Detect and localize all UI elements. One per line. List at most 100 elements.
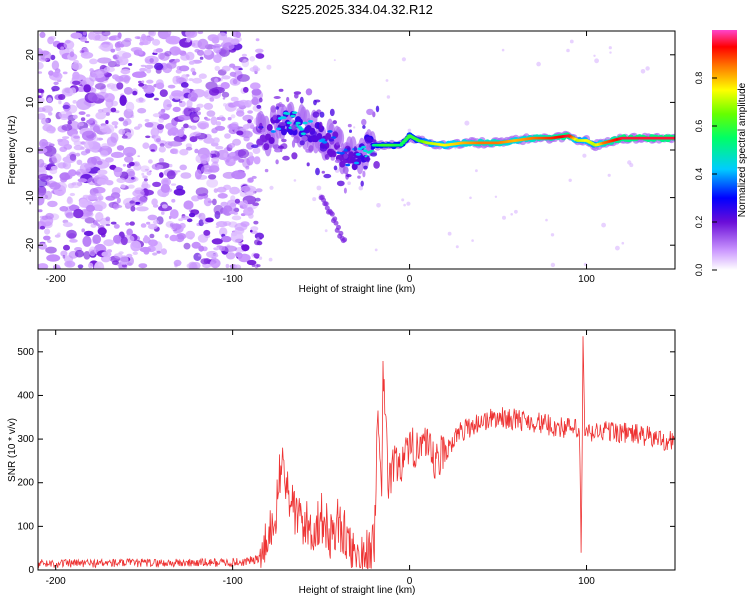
spectrogram-y-label: Frequency (Hz) [7, 116, 18, 185]
snr-y-ticks: 0 100 200 300 400 500 [17, 347, 675, 576]
noise-blob [49, 182, 61, 190]
track-scatter [310, 130, 317, 137]
noise-blob [69, 153, 77, 161]
noise-blob [195, 187, 209, 197]
noise-blob [158, 111, 165, 115]
noise-blob [147, 223, 158, 230]
noise-blob [73, 59, 79, 64]
track-scatter [357, 175, 361, 179]
noise-blob [250, 229, 253, 233]
track-scatter [291, 152, 298, 160]
track-scatter [323, 173, 332, 179]
noise-blob [186, 218, 193, 223]
noise-speck [494, 195, 498, 198]
noise-blob [95, 111, 107, 120]
noise-blob [38, 209, 43, 213]
track-core [292, 111, 298, 114]
noise-blob [160, 248, 167, 255]
noise-blob [38, 194, 45, 206]
noise-speck [407, 128, 412, 133]
noise-blob [210, 142, 219, 147]
noise-blob [248, 213, 254, 219]
noise-blob [130, 240, 142, 252]
noise-blob [91, 200, 107, 211]
noise-blob [239, 242, 243, 246]
noise-blob [185, 31, 198, 38]
noise-blob [111, 260, 119, 266]
noise-blob [152, 181, 162, 187]
noise-blob [210, 162, 219, 172]
noise-speck [514, 209, 518, 214]
noise-blob [139, 246, 152, 253]
track-core [284, 112, 291, 115]
y-tick-label: 20 [25, 49, 36, 61]
noise-blob [200, 153, 210, 164]
track-scatter [324, 153, 330, 160]
noise-blob [50, 166, 56, 169]
noise-blob [83, 84, 91, 93]
noise-blob [85, 114, 91, 117]
noise-blob [97, 169, 108, 175]
noise-speck [640, 69, 646, 74]
noise-speck [569, 39, 574, 44]
y-tick-label: 300 [17, 434, 34, 445]
noise-blob [110, 132, 119, 143]
track-scatter [347, 123, 352, 128]
noise-blob [159, 89, 168, 97]
track-core [322, 140, 328, 144]
noise-blob [71, 182, 77, 186]
noise-blob [222, 205, 233, 216]
noise-blob [192, 71, 197, 76]
noise-blob [75, 171, 81, 175]
track-core [345, 163, 351, 167]
noise-blob [113, 234, 122, 244]
noise-blob [53, 81, 59, 86]
noise-blob [65, 212, 75, 219]
noise-blob [241, 244, 250, 252]
noise-blob [105, 98, 114, 109]
noise-blob [156, 164, 164, 170]
track-scatter [315, 167, 320, 176]
noise-blob [79, 36, 88, 42]
noise-blob [38, 166, 46, 173]
spectrogram-x-label: Height of straight line (km) [299, 284, 416, 295]
noise-blob [241, 59, 250, 68]
track-scatter [275, 159, 279, 165]
noise-blob [213, 54, 222, 63]
noise-blob [100, 58, 104, 61]
noise-blob [138, 263, 148, 269]
noise-blob [221, 65, 231, 72]
y-tick-label: 400 [17, 390, 34, 401]
noise-blob [140, 183, 151, 189]
noise-blob [116, 197, 121, 204]
noise-blob [164, 50, 172, 57]
noise-blob [59, 172, 71, 181]
noise-blob [60, 250, 68, 257]
noise-speck [312, 197, 317, 202]
noise-blob [58, 94, 66, 100]
noise-speck [536, 61, 541, 67]
track-scatter [375, 105, 380, 113]
track-scatter [327, 148, 335, 156]
noise-blob [123, 87, 133, 95]
noise-blob [118, 74, 131, 83]
noise-blob [237, 253, 251, 263]
noise-blob [232, 74, 236, 77]
noise-blob [41, 117, 49, 125]
noise-speck [268, 257, 273, 262]
figure-title: S225.2025.334.04.32.R12 [281, 2, 433, 17]
colorbar-gradient [712, 30, 737, 270]
noise-blob [175, 234, 185, 243]
noise-speck [376, 203, 381, 208]
noise-blob [97, 57, 112, 64]
noise-blob [251, 88, 262, 96]
noise-blob [180, 215, 190, 220]
noise-blob [141, 80, 145, 84]
noise-blob [81, 50, 85, 53]
noise-blob [146, 171, 152, 176]
noise-blob [97, 227, 107, 236]
track-core [295, 121, 301, 125]
noise-blob [213, 204, 224, 215]
track-core [320, 138, 326, 142]
noise-blob [62, 254, 66, 259]
